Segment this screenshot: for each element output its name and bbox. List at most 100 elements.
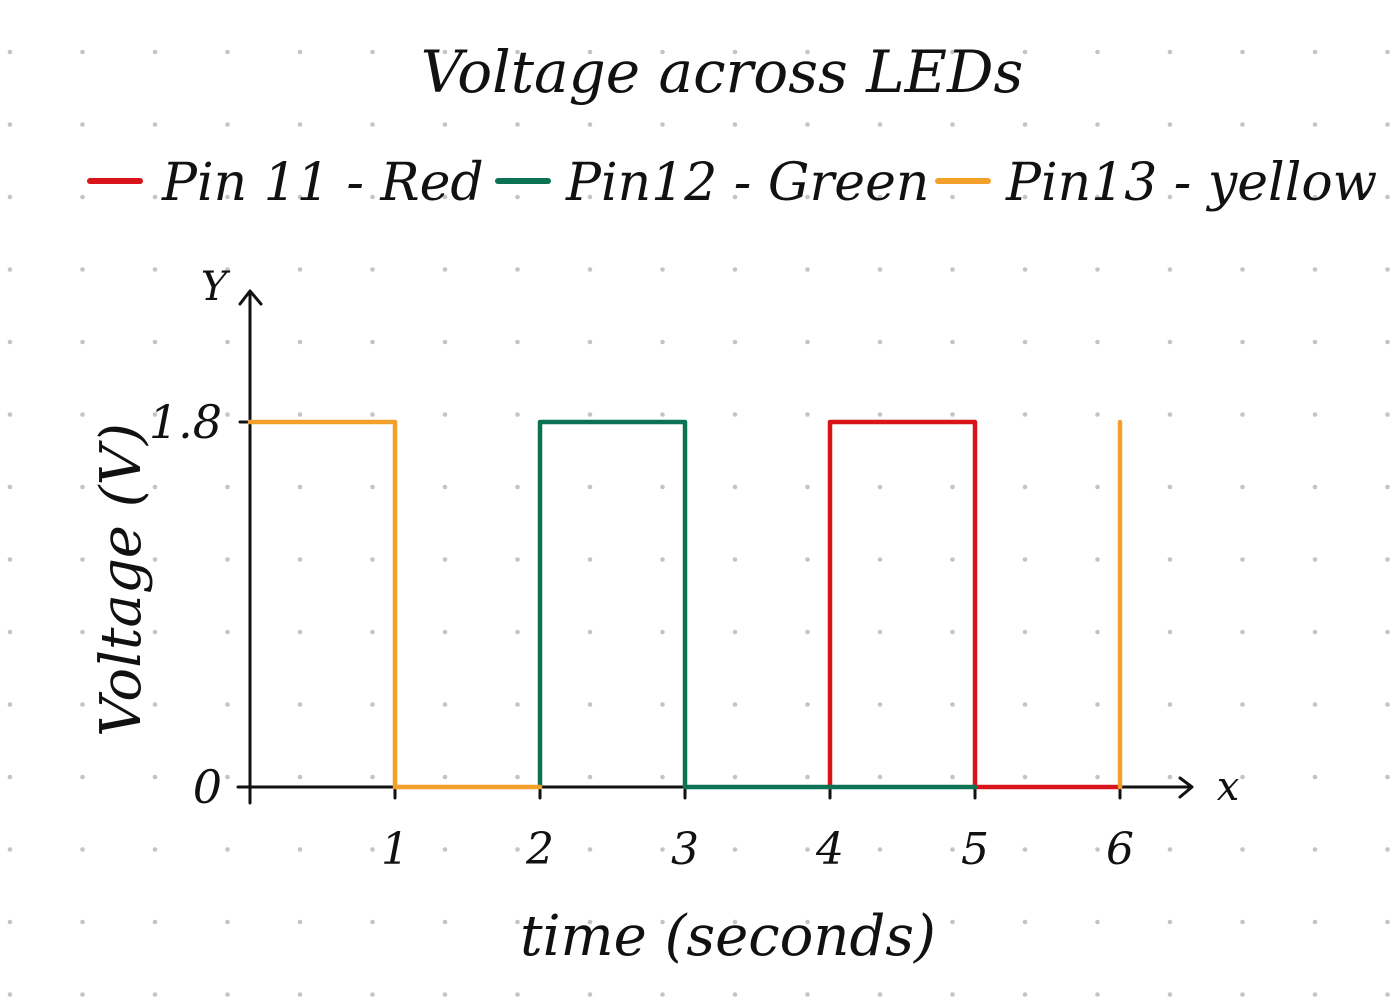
grid-dot bbox=[442, 774, 448, 780]
grid-dot bbox=[515, 847, 520, 852]
grid-dot bbox=[1095, 774, 1100, 780]
grid-dot bbox=[297, 702, 303, 707]
grid-dot bbox=[1312, 484, 1318, 490]
grid-dot bbox=[297, 484, 303, 490]
grid-dot bbox=[7, 992, 13, 997]
grid-dot bbox=[515, 412, 520, 417]
legend-label: Pin12 - Green bbox=[565, 153, 929, 213]
grid-dot bbox=[587, 774, 593, 780]
grid-dot bbox=[515, 194, 520, 200]
grid-dot bbox=[1312, 919, 1318, 925]
grid-dot bbox=[1095, 992, 1100, 997]
grid-dot bbox=[80, 847, 85, 852]
grid-dot bbox=[1385, 774, 1390, 780]
grid-dot bbox=[1312, 702, 1318, 707]
grid-dot bbox=[152, 992, 158, 997]
grid-dot bbox=[1095, 49, 1100, 55]
grid-dot bbox=[225, 484, 230, 490]
grid-dot bbox=[515, 484, 520, 490]
legend: Pin 11 - Red Pin12 - Green Pin13 - yellow bbox=[87, 153, 1377, 213]
grid-dot bbox=[1167, 412, 1173, 417]
grid-dot bbox=[950, 702, 955, 707]
grid-dot bbox=[7, 339, 13, 345]
legend-label: Pin13 - yellow bbox=[1005, 153, 1377, 213]
grid-dot bbox=[515, 49, 520, 55]
grid-dot bbox=[587, 992, 593, 997]
grid-dot bbox=[1095, 702, 1100, 707]
grid-dot bbox=[80, 267, 85, 272]
grid-dot bbox=[1240, 702, 1245, 707]
x-tick-label: 3 bbox=[671, 824, 699, 875]
grid-dot bbox=[1095, 194, 1100, 200]
grid-dot bbox=[152, 194, 158, 200]
grid-dot bbox=[805, 919, 810, 925]
grid-dot bbox=[805, 339, 810, 345]
grid-dot bbox=[1167, 339, 1173, 345]
grid-dot bbox=[1240, 557, 1245, 562]
grid-dot bbox=[1167, 919, 1173, 925]
grid-dot bbox=[1095, 629, 1100, 635]
grid-dot bbox=[732, 774, 738, 780]
grid-dot bbox=[515, 629, 520, 635]
y-tick-label: 0 bbox=[193, 760, 222, 814]
grid-dot bbox=[587, 412, 593, 417]
grid-dot bbox=[7, 557, 13, 562]
grid-dot bbox=[225, 992, 230, 997]
grid-dot bbox=[80, 629, 85, 635]
y-axis-letter: Y bbox=[201, 264, 231, 310]
grid-dot bbox=[1385, 339, 1390, 345]
grid-dot bbox=[80, 557, 85, 562]
grid-dot bbox=[877, 484, 883, 490]
x-tick-label: 6 bbox=[1106, 824, 1134, 875]
grid-dot bbox=[732, 484, 738, 490]
grid-dot bbox=[732, 122, 738, 127]
grid-dot bbox=[1240, 484, 1245, 490]
grid-dot bbox=[950, 847, 955, 852]
grid-dot bbox=[1095, 412, 1100, 417]
grid-dot bbox=[225, 919, 230, 925]
grid-dot bbox=[297, 194, 303, 200]
grid-dot bbox=[877, 774, 883, 780]
grid-dot bbox=[7, 629, 13, 635]
grid-dot bbox=[660, 847, 665, 852]
grid-dot bbox=[732, 557, 738, 562]
grid-dot bbox=[1240, 629, 1245, 635]
dot-grid-background bbox=[7, 49, 1390, 997]
grid-dot bbox=[225, 339, 230, 345]
grid-dot bbox=[1385, 122, 1390, 127]
grid-dot bbox=[1095, 339, 1100, 345]
grid-dot bbox=[877, 412, 883, 417]
grid-dot bbox=[80, 992, 85, 997]
grid-dot bbox=[587, 629, 593, 635]
grid-dot bbox=[1022, 122, 1028, 127]
grid-dot bbox=[7, 412, 13, 417]
grid-dot bbox=[660, 267, 665, 272]
grid-dot bbox=[950, 774, 955, 780]
grid-dot bbox=[1240, 847, 1245, 852]
grid-dot bbox=[1167, 702, 1173, 707]
grid-dot bbox=[515, 919, 520, 925]
grid-dot bbox=[1022, 194, 1028, 200]
grid-dot bbox=[370, 484, 375, 490]
grid-dot bbox=[587, 122, 593, 127]
grid-dot bbox=[442, 267, 448, 272]
grid-dot bbox=[950, 194, 955, 200]
grid-dot bbox=[1312, 194, 1318, 200]
grid-dot bbox=[1022, 484, 1028, 490]
grid-dot bbox=[805, 484, 810, 490]
x-tick-label: 2 bbox=[525, 824, 554, 875]
grid-dot bbox=[660, 484, 665, 490]
grid-dot bbox=[805, 847, 810, 852]
grid-dot bbox=[442, 992, 448, 997]
x-axis-letter: x bbox=[1217, 764, 1240, 810]
grid-dot bbox=[1385, 629, 1390, 635]
y-axis-label: Voltage (V) bbox=[89, 423, 154, 737]
grid-dot bbox=[1167, 629, 1173, 635]
grid-dot bbox=[1385, 919, 1390, 925]
grid-dot bbox=[1240, 774, 1245, 780]
grid-dot bbox=[80, 484, 85, 490]
y-axis-arrowhead bbox=[238, 289, 263, 306]
grid-dot bbox=[1240, 49, 1245, 55]
grid-dot bbox=[1385, 194, 1390, 200]
grid-dot bbox=[370, 702, 375, 707]
